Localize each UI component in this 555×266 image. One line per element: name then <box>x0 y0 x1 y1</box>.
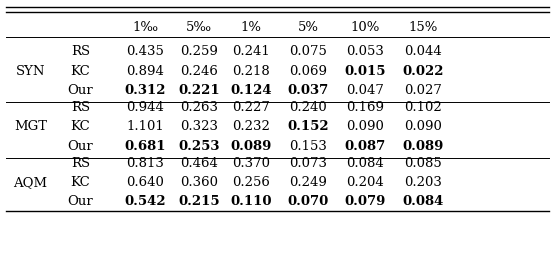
Text: 0.360: 0.360 <box>180 176 218 189</box>
Text: 0.075: 0.075 <box>289 45 327 58</box>
Text: 0.090: 0.090 <box>346 120 384 133</box>
Text: 0.542: 0.542 <box>124 196 166 208</box>
Text: 0.153: 0.153 <box>289 140 327 152</box>
Text: 0.263: 0.263 <box>180 101 218 114</box>
Text: 0.253: 0.253 <box>178 140 219 152</box>
Text: RS: RS <box>71 101 90 114</box>
Text: 0.813: 0.813 <box>127 157 164 170</box>
Text: 0.464: 0.464 <box>180 157 218 170</box>
Text: 0.070: 0.070 <box>287 196 329 208</box>
Text: 0.089: 0.089 <box>230 140 271 152</box>
Text: 0.259: 0.259 <box>180 45 218 58</box>
Text: 15%: 15% <box>408 22 437 34</box>
Text: 0.241: 0.241 <box>232 45 270 58</box>
Text: 0.089: 0.089 <box>402 140 443 152</box>
Text: 1‰: 1‰ <box>132 22 159 34</box>
Text: 0.323: 0.323 <box>180 120 218 133</box>
Text: 0.027: 0.027 <box>404 84 442 97</box>
Text: 0.435: 0.435 <box>127 45 164 58</box>
Text: 0.073: 0.073 <box>289 157 327 170</box>
Text: 1%: 1% <box>240 22 261 34</box>
Text: 0.087: 0.087 <box>345 140 386 152</box>
Text: 0.015: 0.015 <box>345 65 386 77</box>
Text: KC: KC <box>70 176 90 189</box>
Text: 0.053: 0.053 <box>346 45 384 58</box>
Text: 0.169: 0.169 <box>346 101 384 114</box>
Text: 0.069: 0.069 <box>289 65 327 77</box>
Text: 5‰: 5‰ <box>185 22 212 34</box>
Text: RS: RS <box>71 45 90 58</box>
Text: 0.246: 0.246 <box>180 65 218 77</box>
Text: KC: KC <box>70 120 90 133</box>
Text: 0.102: 0.102 <box>404 101 442 114</box>
Text: 0.047: 0.047 <box>346 84 384 97</box>
Text: 0.110: 0.110 <box>230 196 271 208</box>
Text: 0.204: 0.204 <box>346 176 384 189</box>
Text: 0.084: 0.084 <box>346 157 384 170</box>
Text: AQM: AQM <box>13 176 48 189</box>
Text: 0.256: 0.256 <box>232 176 270 189</box>
Text: SYN: SYN <box>16 65 46 77</box>
Text: 0.037: 0.037 <box>287 84 329 97</box>
Text: Our: Our <box>68 140 93 152</box>
Text: 0.944: 0.944 <box>127 101 164 114</box>
Text: 0.124: 0.124 <box>230 84 272 97</box>
Text: 0.079: 0.079 <box>345 196 386 208</box>
Text: 0.044: 0.044 <box>404 45 442 58</box>
Text: 0.084: 0.084 <box>402 196 443 208</box>
Text: KC: KC <box>70 65 90 77</box>
Text: 0.240: 0.240 <box>289 101 327 114</box>
Text: 5%: 5% <box>297 22 319 34</box>
Text: MGT: MGT <box>14 120 47 133</box>
Text: 0.090: 0.090 <box>404 120 442 133</box>
Text: 0.370: 0.370 <box>232 157 270 170</box>
Text: RS: RS <box>71 157 90 170</box>
Text: Our: Our <box>68 196 93 208</box>
Text: 0.249: 0.249 <box>289 176 327 189</box>
Text: Our: Our <box>68 84 93 97</box>
Text: 10%: 10% <box>351 22 380 34</box>
Text: 0.640: 0.640 <box>127 176 164 189</box>
Text: 1.101: 1.101 <box>127 120 164 133</box>
Text: 0.312: 0.312 <box>125 84 166 97</box>
Text: 0.681: 0.681 <box>125 140 166 152</box>
Text: 0.232: 0.232 <box>232 120 270 133</box>
Text: 0.085: 0.085 <box>404 157 442 170</box>
Text: 0.152: 0.152 <box>287 120 329 133</box>
Text: 0.203: 0.203 <box>404 176 442 189</box>
Text: 0.218: 0.218 <box>232 65 270 77</box>
Text: 0.894: 0.894 <box>127 65 164 77</box>
Text: 0.227: 0.227 <box>232 101 270 114</box>
Text: 0.215: 0.215 <box>178 196 220 208</box>
Text: 0.022: 0.022 <box>402 65 443 77</box>
Text: 0.221: 0.221 <box>178 84 220 97</box>
